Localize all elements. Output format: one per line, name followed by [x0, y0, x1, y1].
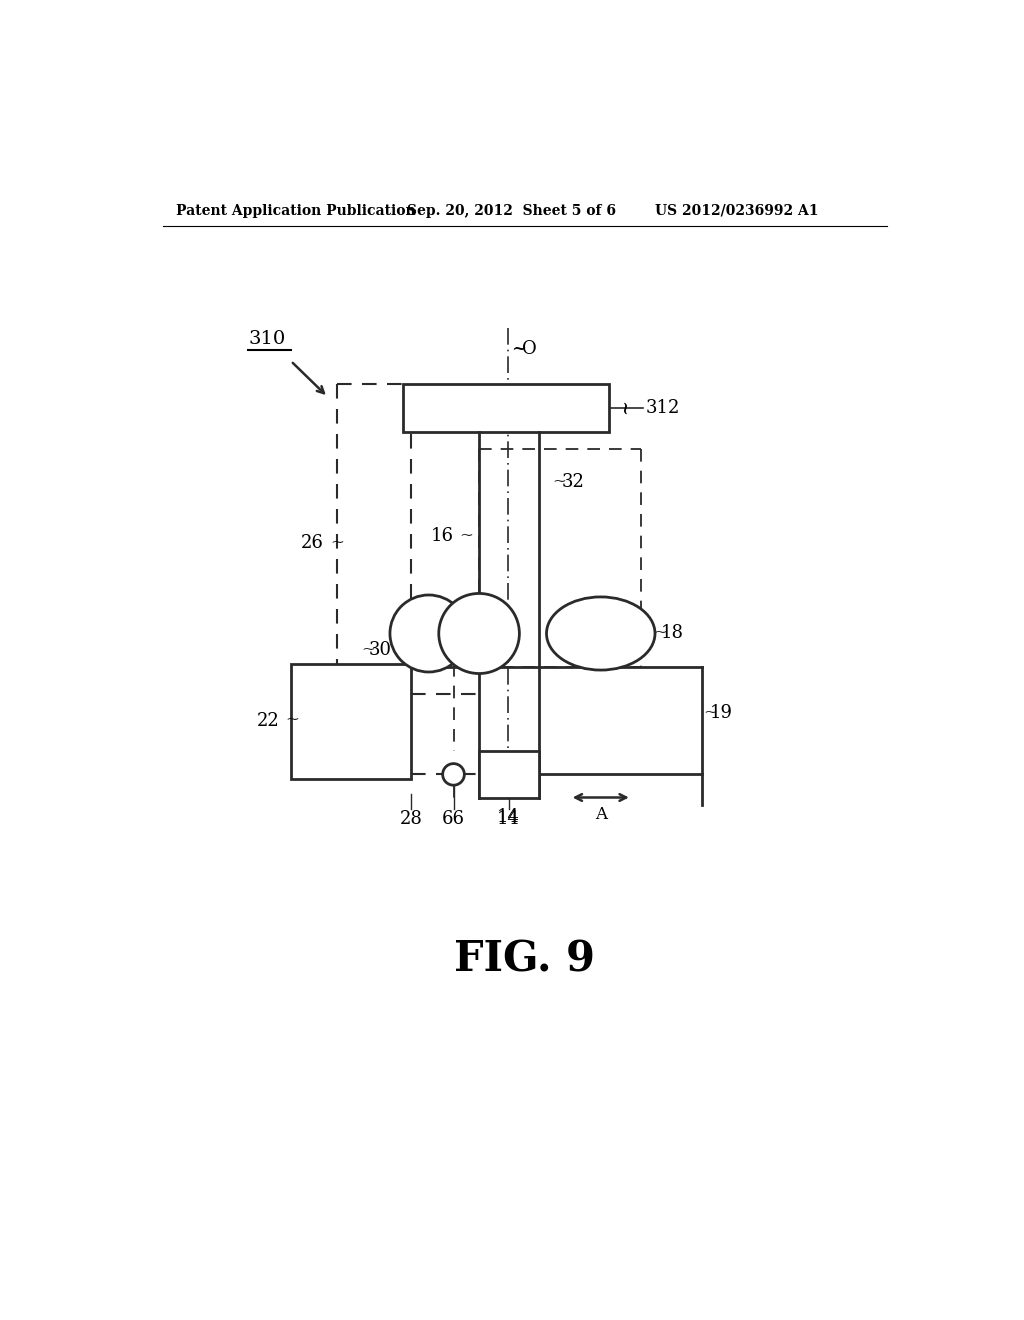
Text: 22: 22	[256, 711, 280, 730]
Text: ~: ~	[460, 525, 474, 543]
Text: 19: 19	[710, 704, 732, 722]
Text: ~: ~	[703, 702, 717, 719]
Text: ~: ~	[331, 533, 344, 550]
Bar	[479, 751, 539, 797]
Text: 14: 14	[497, 810, 520, 828]
Text: 18: 18	[662, 624, 684, 643]
Text: 312: 312	[646, 399, 680, 417]
Text: ~: ~	[653, 623, 668, 640]
Text: ~: ~	[286, 710, 299, 727]
Text: 310: 310	[248, 330, 286, 348]
Text: FIG. 9: FIG. 9	[455, 939, 595, 981]
Ellipse shape	[547, 597, 655, 671]
Text: Patent Application Publication: Patent Application Publication	[176, 203, 416, 218]
Bar	[291, 664, 411, 779]
Text: Sep. 20, 2012  Sheet 5 of 6: Sep. 20, 2012 Sheet 5 of 6	[407, 203, 616, 218]
Circle shape	[442, 763, 464, 785]
Bar	[403, 384, 608, 432]
Circle shape	[438, 594, 519, 673]
Text: 32: 32	[562, 473, 585, 491]
Text: 26: 26	[301, 535, 324, 552]
Text: 16: 16	[430, 527, 454, 545]
Text: ~: ~	[361, 640, 375, 657]
Text: ~: ~	[553, 471, 566, 488]
Text: 28: 28	[399, 810, 422, 828]
Text: 30: 30	[369, 642, 391, 659]
Text: 14: 14	[497, 808, 520, 826]
Text: ~: ~	[511, 341, 526, 358]
Text: O: O	[521, 341, 537, 358]
Circle shape	[390, 595, 467, 672]
Text: ~: ~	[616, 399, 634, 414]
Text: US 2012/0236992 A1: US 2012/0236992 A1	[655, 203, 818, 218]
Text: 66: 66	[442, 810, 465, 828]
Text: A: A	[595, 807, 607, 822]
